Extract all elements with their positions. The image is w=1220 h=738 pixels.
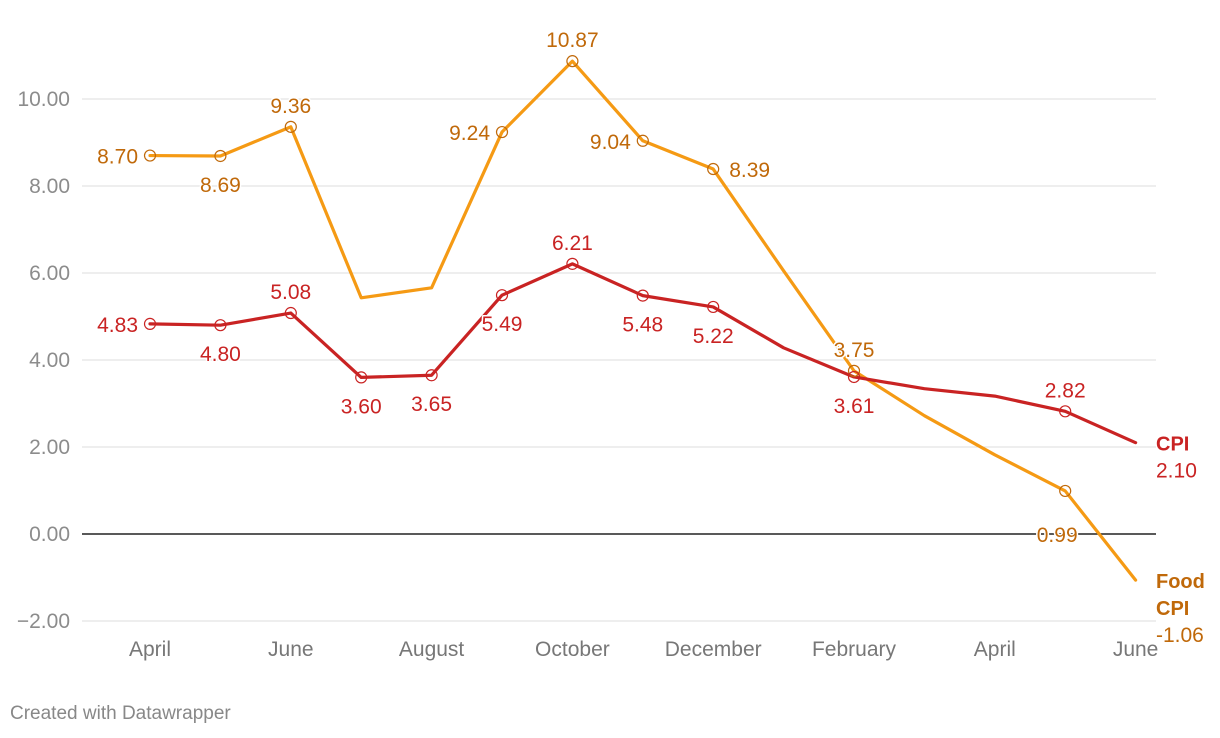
data-point: [284, 306, 297, 320]
y-tick-label: 0.00: [29, 523, 70, 546]
data-point: [355, 371, 368, 384]
data-label: 4.83: [97, 314, 138, 337]
data-label: 8.70: [97, 146, 138, 169]
series-end-value: 2.10: [1156, 460, 1197, 483]
data-point: [566, 55, 579, 68]
data-point: [1059, 484, 1072, 498]
data-point: [495, 125, 509, 139]
series-end-label-cpi: CPI 2.10: [1156, 434, 1197, 483]
y-tick-label: 6.00: [29, 262, 70, 285]
gridlines: [82, 98, 1156, 622]
series-lines: [148, 59, 1138, 582]
credit-text: Created with Datawrapper: [10, 703, 231, 724]
data-label: 9.36: [270, 95, 311, 118]
data-label: 5.08: [270, 281, 311, 304]
data-labels: 8.70 8.69 9.36 9.24 10.87 9.04 8.39 3.75 0.99 4.8…: [96, 28, 1088, 549]
series-points: [143, 55, 1072, 498]
y-tick-label: 4.00: [29, 349, 70, 372]
data-label: 9.04: [590, 131, 631, 154]
data-point: [214, 319, 227, 332]
data-point: [214, 149, 227, 163]
data-point: [847, 370, 861, 384]
x-tick-label: August: [399, 638, 465, 661]
x-tick-label: June: [1113, 638, 1159, 661]
data-point: [847, 364, 861, 377]
x-tick-label: February: [812, 638, 897, 661]
data-label: 8.39: [729, 159, 770, 182]
series-end-label-food-cpi: Food CPI -1.06: [1156, 571, 1205, 647]
data-point: [143, 149, 157, 162]
data-point: [284, 120, 297, 133]
series-end-labels: Food CPI -1.06 CPI 2.10: [1156, 434, 1205, 647]
data-label: 3.65: [411, 393, 452, 416]
x-axis: April June August October December February Ap…: [129, 638, 1158, 661]
series-name: CPI: [1156, 598, 1189, 620]
data-label: 5.49: [482, 313, 523, 336]
x-tick-label: April: [974, 638, 1016, 661]
y-axis: 10.00 8.00 6.00 4.00 2.00 0.00 −2.00: [17, 88, 70, 633]
data-label: 5.22: [693, 325, 734, 348]
x-tick-label: April: [129, 638, 171, 661]
data-point: [495, 289, 509, 302]
y-tick-label: −2.00: [17, 610, 70, 633]
data-label: 0.99: [1037, 524, 1078, 547]
data-point: [1059, 405, 1072, 418]
series-name: CPI: [1156, 434, 1189, 456]
data-point: [707, 162, 720, 176]
data-label: 10.87: [546, 29, 599, 52]
data-label: 2.82: [1045, 379, 1086, 402]
y-tick-label: 8.00: [29, 175, 70, 198]
data-point: [425, 369, 438, 382]
data-point: [566, 257, 579, 270]
data-label: 3.60: [341, 395, 382, 418]
data-label: 4.80: [200, 343, 241, 366]
data-label: 6.21: [552, 232, 593, 255]
series-name: Food: [1156, 571, 1205, 593]
y-tick-label: 10.00: [17, 88, 70, 111]
series-line-food-cpi: [148, 59, 1138, 582]
x-tick-label: December: [665, 638, 762, 661]
data-label: 9.24: [449, 122, 490, 145]
data-point: [636, 134, 649, 147]
series-line-cpi: [148, 262, 1138, 445]
series-end-value: -1.06: [1156, 624, 1204, 647]
data-label: 8.69: [200, 174, 241, 197]
data-label: 3.61: [834, 395, 875, 418]
x-tick-label: June: [268, 638, 314, 661]
data-label: 5.48: [622, 314, 663, 337]
data-point: [707, 300, 720, 314]
data-label: 3.75: [834, 339, 875, 362]
data-point: [143, 317, 157, 330]
x-tick-label: October: [535, 638, 610, 661]
y-tick-label: 2.00: [29, 436, 70, 459]
data-point: [636, 289, 649, 302]
